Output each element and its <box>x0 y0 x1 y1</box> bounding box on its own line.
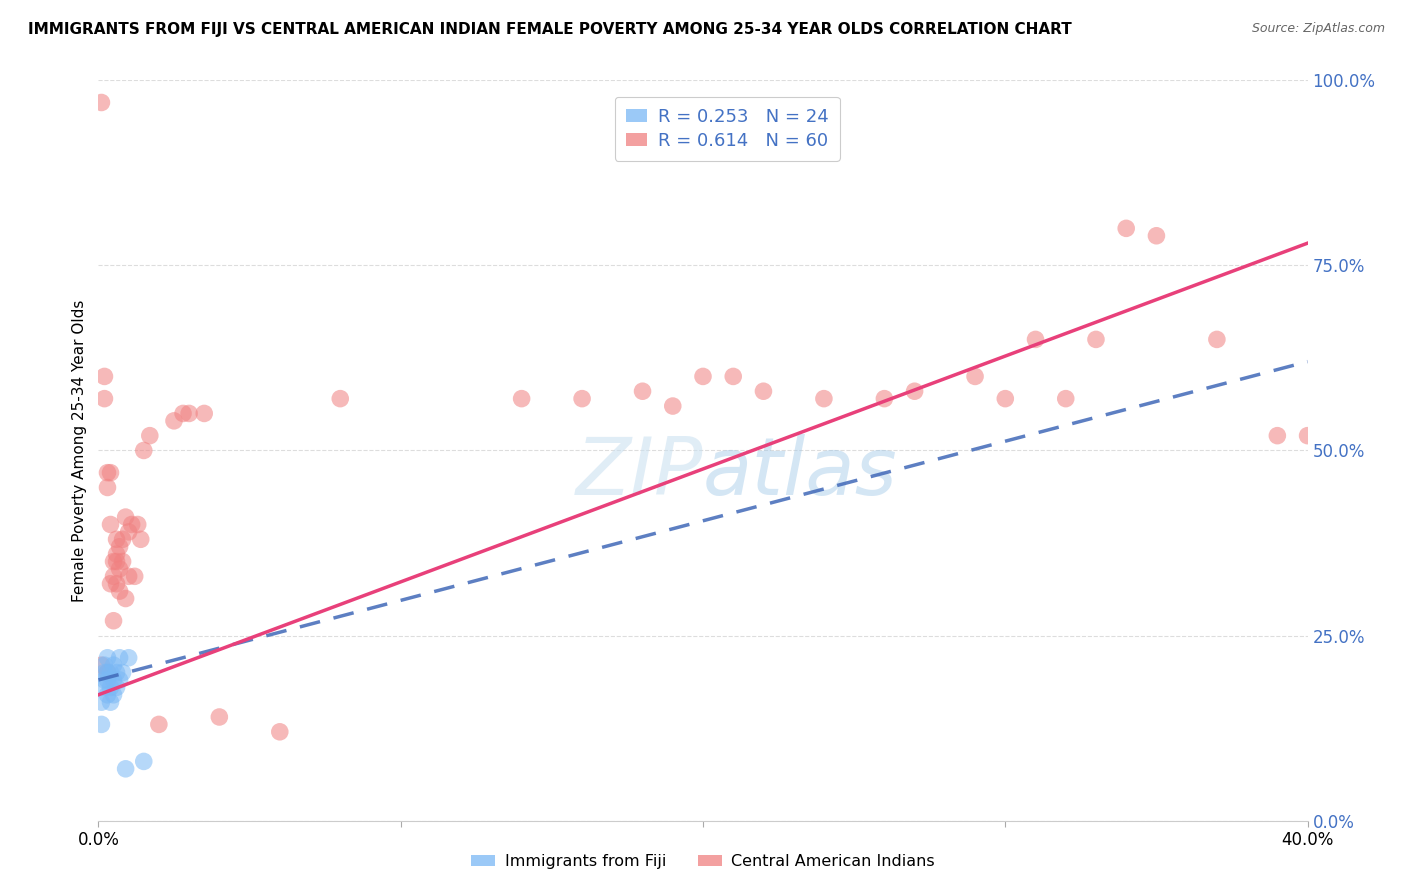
Point <box>103 569 125 583</box>
Point <box>90 695 112 709</box>
Point <box>163 414 186 428</box>
Point <box>661 399 683 413</box>
Point <box>118 569 141 583</box>
Point <box>118 650 141 665</box>
Point <box>103 688 125 702</box>
Point <box>121 517 143 532</box>
Point <box>329 392 352 406</box>
Point <box>1054 392 1077 406</box>
Point <box>108 650 131 665</box>
Text: Source: ZipAtlas.com: Source: ZipAtlas.com <box>1251 22 1385 36</box>
Point <box>1296 428 1319 442</box>
Point <box>111 665 134 680</box>
Point <box>105 665 128 680</box>
Point <box>105 547 128 561</box>
Point <box>105 555 128 569</box>
Point <box>1024 332 1046 346</box>
Point <box>93 665 115 680</box>
Point <box>103 673 125 687</box>
Point <box>90 658 112 673</box>
Point <box>108 540 131 554</box>
Text: IMMIGRANTS FROM FIJI VS CENTRAL AMERICAN INDIAN FEMALE POVERTY AMONG 25-34 YEAR : IMMIGRANTS FROM FIJI VS CENTRAL AMERICAN… <box>28 22 1071 37</box>
Text: atlas: atlas <box>703 434 898 512</box>
Point <box>103 555 125 569</box>
Point <box>208 710 231 724</box>
Point <box>118 524 141 539</box>
Point <box>132 443 155 458</box>
Point <box>114 591 136 606</box>
Point <box>105 533 128 547</box>
Point <box>1115 221 1137 235</box>
Point <box>129 533 152 547</box>
Point <box>96 688 118 702</box>
Point <box>111 533 134 547</box>
Point <box>108 584 131 599</box>
Point <box>114 510 136 524</box>
Point <box>100 695 122 709</box>
Point <box>108 562 131 576</box>
Point <box>965 369 987 384</box>
Point <box>752 384 775 399</box>
Point <box>100 681 122 695</box>
Point <box>124 569 146 583</box>
Point <box>692 369 714 384</box>
Point <box>103 614 125 628</box>
Point <box>510 392 533 406</box>
Point <box>100 466 122 480</box>
Point <box>904 384 927 399</box>
Point <box>873 392 896 406</box>
Point <box>93 369 115 384</box>
Point <box>93 392 115 406</box>
Point <box>93 673 115 687</box>
Point <box>96 650 118 665</box>
Point <box>1206 332 1229 346</box>
Y-axis label: Female Poverty Among 25-34 Year Olds: Female Poverty Among 25-34 Year Olds <box>72 300 87 601</box>
Point <box>96 673 118 687</box>
Point <box>1267 428 1289 442</box>
Point <box>132 755 155 769</box>
Point <box>571 392 593 406</box>
Legend: R = 0.253   N = 24, R = 0.614   N = 60: R = 0.253 N = 24, R = 0.614 N = 60 <box>614 96 839 161</box>
Point <box>105 576 128 591</box>
Point <box>193 407 215 421</box>
Point <box>172 407 194 421</box>
Point <box>179 407 201 421</box>
Point <box>108 673 131 687</box>
Point <box>127 517 149 532</box>
Point <box>96 466 118 480</box>
Point <box>105 681 128 695</box>
Point <box>114 762 136 776</box>
Point <box>90 95 112 110</box>
Point <box>148 717 170 731</box>
Legend: Immigrants from Fiji, Central American Indians: Immigrants from Fiji, Central American I… <box>464 847 942 875</box>
Point <box>994 392 1017 406</box>
Point <box>269 724 291 739</box>
Point <box>103 658 125 673</box>
Point <box>93 658 115 673</box>
Point <box>1085 332 1108 346</box>
Point <box>813 392 835 406</box>
Point <box>96 665 118 680</box>
Point <box>100 665 122 680</box>
Point <box>1144 228 1167 243</box>
Point <box>111 555 134 569</box>
Point <box>96 480 118 494</box>
Text: ZIP: ZIP <box>575 434 703 512</box>
Point <box>96 665 118 680</box>
Point <box>139 428 162 442</box>
Point <box>93 681 115 695</box>
Point <box>100 576 122 591</box>
Point <box>90 717 112 731</box>
Point <box>631 384 654 399</box>
Point <box>100 517 122 532</box>
Point <box>723 369 745 384</box>
